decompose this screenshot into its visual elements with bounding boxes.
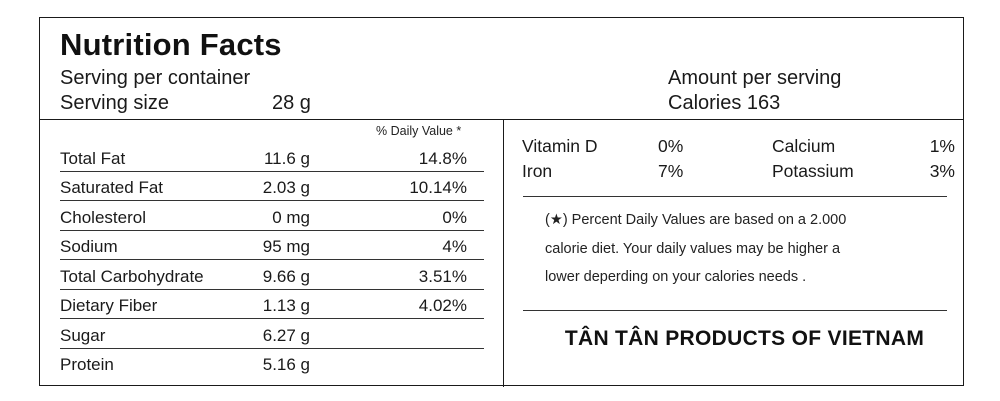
nutrient-daily-value: 3.51% <box>418 266 467 286</box>
nutrient-name: Sodium <box>60 237 118 256</box>
nutrient-row-saturated-fat: Saturated Fat 2.03 g 10.14% <box>60 172 484 201</box>
footnote-divider <box>523 310 947 311</box>
brand-name: TÂN TÂN PRODUCTS OF VIETNAM <box>564 327 925 350</box>
nutrient-name: Total Fat <box>60 148 126 168</box>
nutrient-table: Total Fat 11.6 g 14.8% Saturated Fat 2.0… <box>60 142 484 377</box>
column-divider <box>503 119 504 387</box>
nutrient-daily-value: 4% <box>442 237 467 256</box>
calories-value: Calories 163 <box>668 92 781 114</box>
nutrient-row-protein: Protein 5.16 g <box>60 349 484 378</box>
vitamin-row: Vitamin D 0% Calcium 1% <box>522 135 955 160</box>
nutrient-daily-value: 10.14% <box>409 178 467 197</box>
nutrient-row-dietary-fiber: Dietary Fiber 1.13 g 4.02% <box>60 290 484 319</box>
footnote-line: lower deperding on your calories needs . <box>545 269 807 285</box>
nutrient-name: Cholesterol <box>60 207 146 227</box>
footnote-line: calorie diet. Your daily values may be h… <box>545 240 841 257</box>
nutrient-row-sugar: Sugar 6.27 g <box>60 319 484 349</box>
nutrient-amount: 95 mg <box>262 237 310 256</box>
nutrient-amount: 2.03 g <box>262 178 310 197</box>
nutrient-amount: 0 mg <box>272 207 310 227</box>
label-header: Nutrition Facts Serving per container Se… <box>40 18 963 119</box>
nutrient-name: Sugar <box>60 325 106 345</box>
nutrient-name: Dietary Fiber <box>60 296 158 315</box>
nutrient-amount: 9.66 g <box>262 266 310 286</box>
nutrient-amount: 1.13 g <box>262 296 310 315</box>
serving-size-label: Serving size <box>60 92 169 114</box>
nutrient-amount: 5.16 g <box>262 355 310 374</box>
nutrient-daily-value: 0% <box>442 207 467 227</box>
vitamin-value: 0% <box>658 136 684 156</box>
vitamin-name: Vitamin D <box>522 136 598 156</box>
nutrient-daily-value: 4.02% <box>418 296 467 315</box>
page-title: Nutrition Facts <box>60 27 282 62</box>
nutrient-name: Total Carbohydrate <box>60 266 204 286</box>
nutrient-name: Protein <box>60 355 114 374</box>
mineral-name: Potassium <box>772 161 854 181</box>
mineral-value: 1% <box>929 136 955 156</box>
nutrient-row-cholesterol: Cholesterol 0 mg 0% <box>60 201 484 231</box>
serving-per-container-label: Serving per container <box>60 67 251 89</box>
mineral-name: Calcium <box>772 136 836 156</box>
nutrition-label: Nutrition Facts Serving per container Se… <box>39 17 964 387</box>
mineral-value: 3% <box>929 161 955 181</box>
nutrient-amount: 11.6 g <box>263 148 310 168</box>
nutrient-daily-value: 14.8% <box>418 148 467 168</box>
daily-value-header: % Daily Value * <box>376 124 462 138</box>
header-divider <box>40 119 963 120</box>
vitamin-value: 7% <box>658 161 684 181</box>
nutrient-name: Saturated Fat <box>60 178 164 197</box>
nutrient-row-total-fat: Total Fat 11.6 g 14.8% <box>60 142 484 172</box>
vitamin-divider <box>523 196 947 197</box>
vitamin-name: Iron <box>522 161 553 181</box>
daily-value-footnote: (★) Percent Daily Values are based on a … <box>545 206 945 292</box>
footnote-line: (★) Percent Daily Values are based on a … <box>545 212 847 228</box>
vitamin-mineral-table: Vitamin D 0% Calcium 1% Iron 7% Potassiu… <box>522 135 955 185</box>
vitamin-row: Iron 7% Potassium 3% <box>522 160 955 185</box>
serving-size-value: 28 g <box>272 92 311 114</box>
amount-per-serving-label: Amount per serving <box>668 67 842 89</box>
nutrient-row-total-carbohydrate: Total Carbohydrate 9.66 g 3.51% <box>60 260 484 290</box>
nutrient-row-sodium: Sodium 95 mg 4% <box>60 231 484 260</box>
nutrient-amount: 6.27 g <box>262 325 310 345</box>
